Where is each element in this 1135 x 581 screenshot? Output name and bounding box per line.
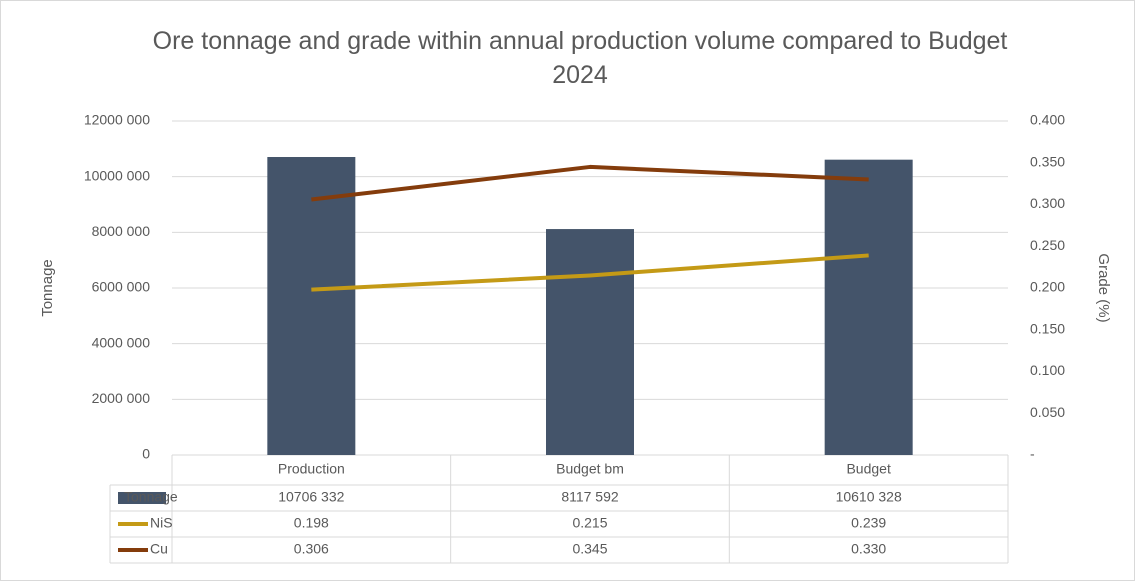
y2-tick-label: 0.050 (1030, 404, 1065, 420)
y-tick-label: 10000 000 (84, 167, 150, 183)
legend-key (118, 492, 166, 504)
bar (546, 229, 634, 455)
line (311, 253, 869, 292)
y2-tick-label: 0.300 (1030, 195, 1065, 211)
y-tick-label: 2000 000 (92, 390, 151, 406)
y2-tick-label: 0.150 (1030, 320, 1065, 336)
table-value: 0.330 (851, 541, 886, 557)
x-tick-label: Budget bm (556, 461, 624, 477)
y-tick-label: 8000 000 (92, 223, 151, 239)
legend-label: Tonnage (124, 489, 178, 505)
y2-tick-label: - (1030, 446, 1035, 462)
x-tick-label: Production (278, 461, 345, 477)
y2-tick-label: 0.400 (1030, 112, 1065, 128)
y2-tick-label: 0.350 (1030, 153, 1065, 169)
y2-axis-title: Grade (%) (1095, 253, 1112, 322)
y-tick-label: 0 (142, 446, 150, 462)
table-value: 0.345 (572, 541, 607, 557)
y-tick-label: 12000 000 (84, 112, 150, 128)
y-tick-label: 6000 000 (92, 279, 151, 295)
legend-label: NiS (150, 515, 173, 531)
table-value: 10706 332 (278, 489, 344, 505)
line (311, 164, 869, 202)
bar (267, 157, 356, 456)
y-tick-label: 4000 000 (92, 334, 151, 350)
legend-label: Cu (150, 541, 168, 557)
table-value: 0.239 (851, 515, 886, 531)
table-value: 0.198 (294, 515, 329, 531)
y-axis-title: Tonnage (39, 259, 56, 317)
table-value: 0.306 (294, 541, 329, 557)
bar (824, 159, 913, 455)
table-value: 8117 592 (561, 489, 619, 505)
x-tick-label: Budget (846, 461, 890, 477)
chart-title: Ore tonnage and grade within annual prod… (152, 27, 1008, 89)
table-value: 0.215 (572, 515, 607, 531)
y2-tick-label: 0.100 (1030, 362, 1065, 378)
table-value: 10610 328 (836, 489, 902, 505)
y2-tick-label: 0.250 (1030, 237, 1065, 253)
y2-tick-label: 0.200 (1030, 279, 1065, 295)
